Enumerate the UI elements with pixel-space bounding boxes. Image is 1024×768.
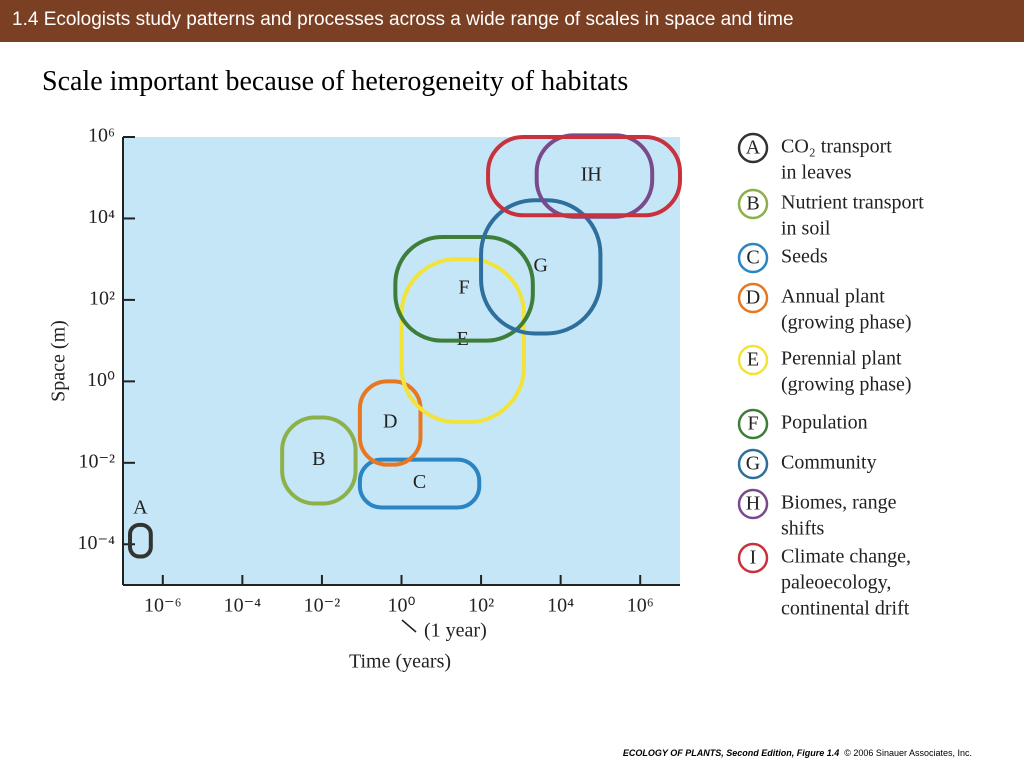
y-tick-label: 10⁻² (78, 450, 115, 472)
legend-text: Annual plant (781, 286, 885, 308)
x-axis-label: Time (years) (349, 651, 451, 673)
y-axis-label: Space (m) (48, 320, 70, 402)
region (357, 457, 482, 510)
x-tick-label: 10⁻² (304, 595, 341, 617)
legend-text: (growing phase) (781, 374, 912, 396)
citation: ECOLOGY OF PLANTS, Second Edition, Figur… (622, 748, 840, 758)
region (393, 235, 535, 343)
legend-letter: A (746, 137, 761, 159)
legend-text: continental drift (781, 598, 910, 620)
legend-marker (737, 542, 769, 574)
legend-text: Nutrient transport (781, 192, 924, 214)
legend-marker (737, 448, 769, 480)
region (128, 522, 153, 559)
y-tick-label: 10² (89, 288, 115, 310)
legend-marker (737, 188, 769, 220)
legend-text: Community (781, 452, 877, 474)
copyright: © 2006 Sinauer Associates, Inc. (844, 748, 972, 758)
legend-text: Climate change, (781, 546, 911, 568)
y-tick-label: 10⁻⁴ (77, 532, 115, 554)
legend-letter: B (746, 193, 759, 215)
x-tick-label: 10⁰ (387, 595, 415, 617)
legend-text: in leaves (781, 162, 852, 184)
y-tick-label: 10⁶ (88, 125, 115, 147)
legend-letter: E (747, 349, 759, 371)
legend-text: CO₂ transport (781, 136, 892, 158)
y-tick-label: 10⁴ (88, 206, 115, 228)
legend-letter: I (750, 547, 757, 569)
region (280, 415, 358, 506)
legend-letter: H (746, 493, 760, 515)
legend-marker (737, 344, 769, 376)
legend-text: Biomes, range (781, 492, 897, 514)
legend-text: paleoecology, (781, 572, 891, 594)
x-tick-label: 10⁻⁴ (224, 595, 262, 617)
region-label: H (587, 164, 601, 186)
legend-text: Perennial plant (781, 348, 902, 370)
legend-marker (737, 132, 769, 164)
x-tick-label: 10² (468, 595, 494, 617)
legend-text: shifts (781, 518, 825, 540)
x-tick-label: 10⁶ (627, 595, 654, 617)
region-label: C (413, 471, 426, 493)
legend-text: Seeds (781, 246, 828, 268)
region-label: B (312, 448, 325, 470)
region-label: G (534, 254, 548, 276)
x-tick-label: 10⁴ (547, 595, 574, 617)
region-label: A (133, 496, 148, 518)
legend-text: in soil (781, 218, 831, 240)
legend-marker (737, 282, 769, 314)
title-bar: 1.4 Ecologists study patterns and proces… (0, 0, 1024, 42)
region-label: F (459, 276, 470, 298)
annotation: (1 year) (424, 620, 487, 642)
legend-letter: F (747, 413, 758, 435)
region (357, 379, 423, 467)
region-label: I (581, 164, 588, 186)
region-label: D (383, 411, 397, 433)
legend-letter: C (746, 247, 759, 269)
y-tick-label: 10⁰ (87, 369, 115, 391)
x-tick-label: 10⁻⁶ (144, 595, 182, 617)
region (486, 135, 682, 218)
legend-text: (growing phase) (781, 312, 912, 334)
legend-marker (737, 242, 769, 274)
legend-letter: G (746, 453, 760, 475)
region (399, 257, 527, 425)
legend-marker (737, 488, 769, 520)
footer: ECOLOGY OF PLANTS, Second Edition, Figur… (623, 748, 972, 758)
legend-letter: D (746, 287, 760, 309)
subtitle: Scale important because of heterogeneity… (42, 66, 629, 97)
annotation-pointer (401, 619, 417, 633)
legend-marker (737, 408, 769, 440)
legend-text: Population (781, 412, 868, 434)
